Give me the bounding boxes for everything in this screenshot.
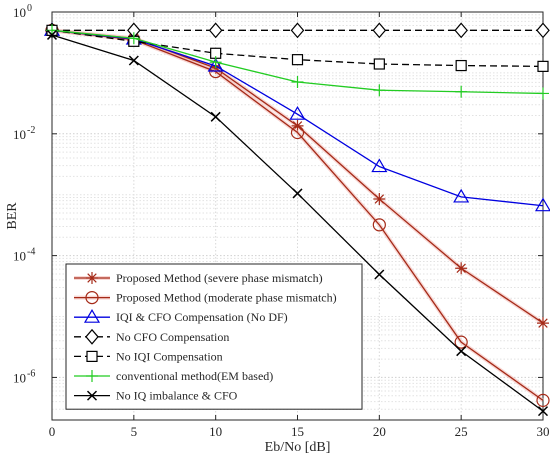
square-marker <box>373 58 385 70</box>
plus-marker <box>209 56 222 69</box>
y-tick-label: 10 <box>13 249 26 264</box>
y-tick-label: 10 <box>13 5 26 20</box>
legend-entry: No IQ imbalance & CFO <box>74 389 238 403</box>
asterisk-marker <box>537 317 549 330</box>
x-tick-label: 5 <box>131 424 138 439</box>
square-marker <box>86 350 98 362</box>
triangle-marker <box>453 188 470 203</box>
plus-marker <box>127 32 140 45</box>
legend-label: No IQI Compensation <box>116 349 223 363</box>
asterisk-marker <box>86 272 98 284</box>
circle-marker <box>536 393 550 407</box>
triangle-marker <box>207 57 224 72</box>
y-tick-label: 10 <box>13 370 26 385</box>
y-tick-label: 10 <box>13 127 26 142</box>
x-marker <box>374 269 385 280</box>
legend-label: IQI & CFO Compensation (No DF) <box>116 310 288 324</box>
x-axis-label: Eb/No [dB] <box>265 440 331 454</box>
legend-entry: Proposed Method (severe phase mismatch) <box>74 271 323 285</box>
series <box>46 29 549 417</box>
x-marker <box>210 111 221 122</box>
legend-label: conventional method(EM based) <box>116 369 273 383</box>
x-tick-label: 30 <box>537 424 550 439</box>
square-marker <box>537 60 549 72</box>
y-tick-exponent: -2 <box>27 125 35 136</box>
legend-entry: IQI & CFO Compensation (No DF) <box>74 309 288 324</box>
triangle-marker <box>534 197 550 212</box>
legend-box <box>65 263 363 410</box>
plus-marker <box>291 75 304 88</box>
triangle-marker <box>289 105 306 120</box>
diamond-marker <box>290 22 305 39</box>
series-group <box>43 22 550 417</box>
legend-entry: Proposed Method (moderate phase mismatch… <box>74 291 337 305</box>
plus-marker <box>86 370 98 382</box>
legend-label: Proposed Method (moderate phase mismatch… <box>116 291 337 305</box>
y-tick-exponent: 0 <box>27 3 32 14</box>
legend-entry: No CFO Compensation <box>74 328 229 345</box>
diamond-marker <box>372 22 387 39</box>
x-tick-label: 20 <box>373 424 386 439</box>
square-marker <box>455 59 467 72</box>
plus-marker <box>373 84 386 97</box>
triangle-marker <box>83 309 101 323</box>
x-tick-label: 10 <box>209 424 222 439</box>
legend: Proposed Method (severe phase mismatch) P… <box>65 263 363 410</box>
circle-marker <box>372 218 386 232</box>
circle-marker <box>290 125 305 140</box>
y-axis-label: BER <box>5 202 20 230</box>
x-marker <box>292 188 303 199</box>
plus-marker <box>537 87 549 100</box>
asterisk-marker <box>455 262 468 275</box>
series <box>46 24 549 100</box>
x-marker <box>86 390 98 401</box>
legend-entry: conventional method(EM based) <box>74 369 273 383</box>
legend-label: Proposed Method (severe phase mismatch) <box>116 271 323 285</box>
x-tick-label: 15 <box>291 424 304 439</box>
x-marker <box>537 406 549 417</box>
x-marker <box>46 29 58 40</box>
diamond-marker <box>536 22 550 39</box>
legend-label: No CFO Compensation <box>116 330 229 344</box>
asterisk-marker <box>291 119 304 132</box>
circle-marker <box>454 335 468 349</box>
diamond-marker <box>208 22 223 39</box>
legend-entry: No IQI Compensation <box>74 349 223 363</box>
y-tick-exponent: -6 <box>27 368 35 379</box>
diamond-marker <box>454 22 468 39</box>
y-tick-exponent: -4 <box>27 247 35 258</box>
circle-marker <box>85 291 99 305</box>
diamond-marker <box>85 328 99 345</box>
asterisk-marker <box>373 193 386 206</box>
triangle-marker <box>371 158 388 173</box>
x-tick-label: 0 <box>49 424 56 439</box>
x-marker <box>456 346 467 357</box>
x-tick-label: 25 <box>455 424 468 439</box>
legend-label: No IQ imbalance & CFO <box>116 389 238 403</box>
plus-marker <box>455 85 468 98</box>
square-marker <box>291 54 304 66</box>
x-marker <box>128 55 139 66</box>
